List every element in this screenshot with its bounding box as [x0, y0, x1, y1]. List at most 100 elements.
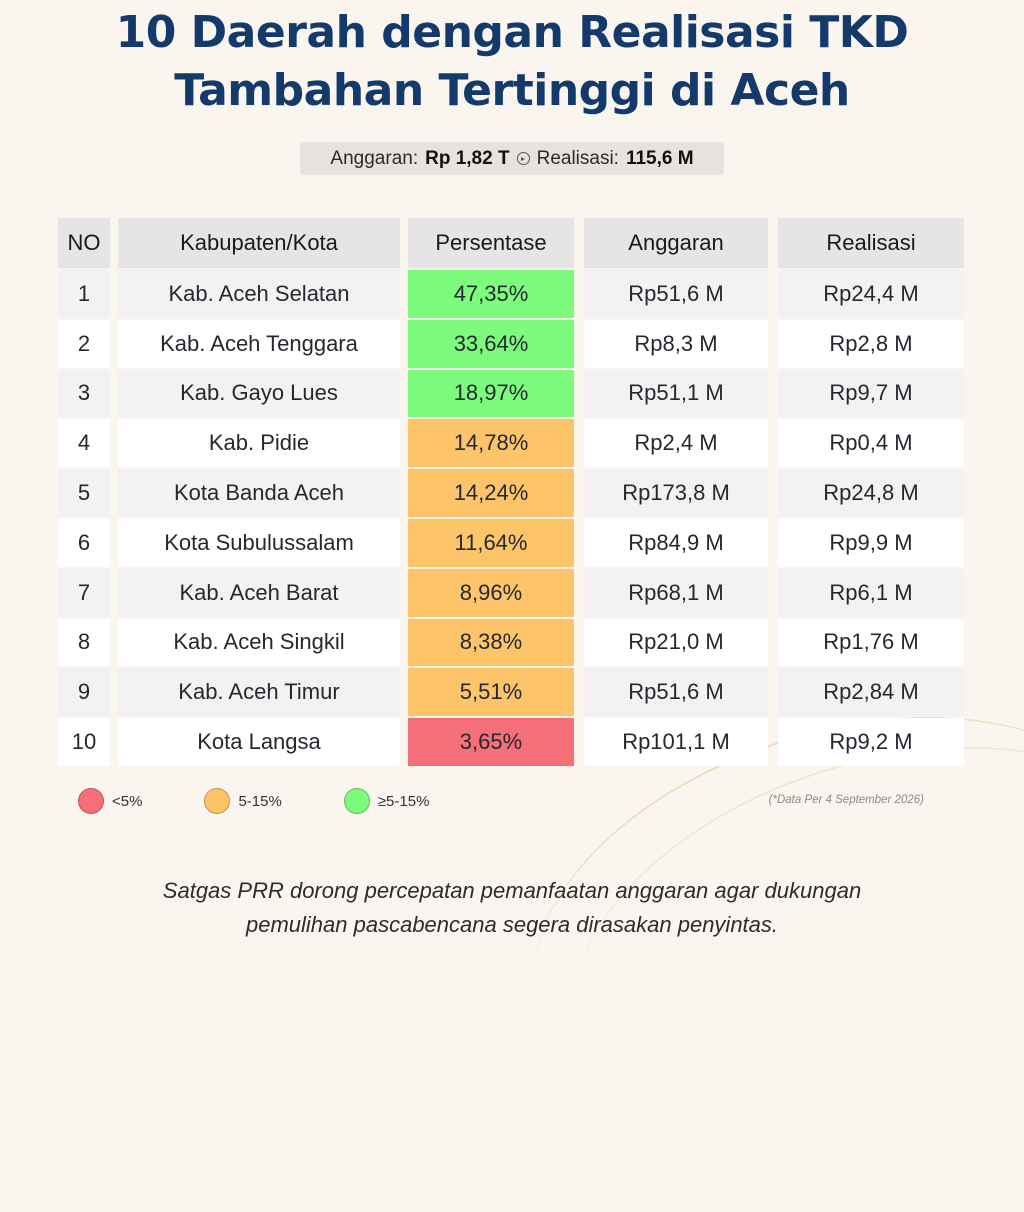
- cell-region: Kab. Gayo Lues: [118, 369, 400, 418]
- cell-percentage: 14,24%: [408, 469, 574, 517]
- cell-region: Kota Banda Aceh: [118, 469, 400, 517]
- column-gap: [400, 519, 408, 567]
- column-gap: [768, 320, 778, 368]
- header-budget: Anggaran: [584, 218, 768, 268]
- column-gap: [110, 668, 118, 716]
- page-title-line-1: 10 Daerah dengan Realisasi TKD: [115, 7, 909, 58]
- cell-no: 6: [58, 518, 110, 567]
- cell-budget: Rp84,9 M: [584, 518, 768, 567]
- cell-no: 2: [58, 319, 110, 368]
- column-gap: [400, 718, 408, 766]
- region-realization-table: NO Kabupaten/Kota Persentase Anggaran Re…: [58, 216, 964, 768]
- cell-no: 7: [58, 568, 110, 617]
- cell-percentage: 3,65%: [408, 718, 574, 766]
- cell-percentage: 47,35%: [408, 270, 574, 318]
- legend-label: <5%: [112, 792, 143, 810]
- cell-budget: Rp8,3 M: [584, 319, 768, 368]
- header-percentage: Persentase: [408, 218, 574, 268]
- table-row: 1 Kab. Aceh Selatan 47,35% Rp51,6 M Rp24,4 M: [58, 270, 964, 318]
- cell-region: Kab. Aceh Selatan: [118, 270, 400, 318]
- budget-label: Anggaran:: [330, 147, 419, 169]
- column-gap: [768, 619, 778, 667]
- footer-caption: Satgas PRR dorong percepatan pemanfaatan…: [0, 874, 1024, 942]
- column-gap: [400, 619, 408, 667]
- cell-realization: Rp1,76 M: [778, 618, 964, 667]
- column-gap: [574, 370, 584, 418]
- cell-realization: Rp9,7 M: [778, 369, 964, 418]
- column-gap: [110, 718, 118, 766]
- cell-budget: Rp51,6 M: [584, 668, 768, 717]
- legend-item: ≥5-15%: [343, 788, 429, 814]
- column-gap: [574, 668, 584, 716]
- column-gap: [768, 718, 778, 766]
- cell-percentage: 33,64%: [408, 319, 574, 368]
- cell-realization: Rp24,4 M: [778, 270, 964, 318]
- table-row: 8 Kab. Aceh Singkil 8,38% Rp21,0 M Rp1,76 M: [58, 618, 964, 667]
- column-gap: [110, 419, 118, 467]
- page-title: 10 Daerah dengan Realisasi TKD Tambahan …: [0, 4, 1024, 120]
- cell-percentage: 8,38%: [408, 618, 574, 667]
- budget-value: Rp 1,82 T: [425, 147, 510, 169]
- column-gap: [110, 519, 118, 567]
- cell-percentage: 18,97%: [408, 369, 574, 418]
- column-gap: [574, 218, 584, 268]
- column-gap: [574, 419, 584, 467]
- table-row: 6 Kota Subulussalam 11,64% Rp84,9 M Rp9,9 M: [58, 518, 964, 567]
- cell-budget: Rp101,1 M: [584, 718, 768, 766]
- page-title-line-2: Tambahan Tertinggi di Aceh: [174, 65, 850, 116]
- table-row: 9 Kab. Aceh Timur 5,51% Rp51,6 M Rp2,84 M: [58, 668, 964, 717]
- footer-line-1: Satgas PRR dorong percepatan pemanfaatan…: [162, 878, 862, 903]
- circle-arrow-right-icon: [516, 152, 530, 165]
- cell-no: 3: [58, 369, 110, 418]
- column-gap: [768, 270, 778, 318]
- realization-value: 115,6 M: [625, 147, 694, 169]
- column-gap: [574, 469, 584, 517]
- table-row: 4 Kab. Pidie 14,78% Rp2,4 M Rp0,4 M: [58, 419, 964, 468]
- legend-swatch-red: [78, 788, 104, 814]
- legend-swatch-orange: [204, 788, 231, 814]
- cell-budget: Rp51,1 M: [584, 369, 768, 418]
- column-gap: [574, 569, 584, 617]
- cell-realization: Rp9,9 M: [778, 518, 964, 567]
- column-gap: [400, 270, 408, 318]
- column-gap: [400, 320, 408, 368]
- column-gap: [110, 320, 118, 368]
- cell-region: Kab. Pidie: [118, 419, 400, 468]
- column-gap: [768, 668, 778, 716]
- cell-no: 1: [58, 270, 110, 318]
- cell-realization: Rp2,84 M: [778, 668, 964, 717]
- column-gap: [768, 218, 778, 268]
- cell-budget: Rp51,6 M: [584, 270, 768, 318]
- column-gap: [110, 569, 118, 617]
- column-gap: [400, 218, 408, 268]
- data-date-note: (*Data Per 4 September 2026): [768, 794, 924, 806]
- cell-realization: Rp24,8 M: [778, 469, 964, 517]
- table-body: 1 Kab. Aceh Selatan 47,35% Rp51,6 M Rp24,4 M…: [58, 270, 964, 766]
- legend-swatch-green: [343, 788, 370, 814]
- column-gap: [110, 619, 118, 667]
- cell-no: 4: [58, 419, 110, 468]
- header-region: Kabupaten/Kota: [118, 218, 400, 268]
- column-gap: [768, 469, 778, 517]
- footer-line-2: pemulihan pascabencana segera dirasakan …: [245, 912, 779, 937]
- cell-no: 10: [58, 718, 110, 766]
- cell-realization: Rp9,2 M: [778, 718, 964, 766]
- column-gap: [400, 668, 408, 716]
- column-gap: [768, 569, 778, 617]
- column-gap: [768, 419, 778, 467]
- legend-item: 5-15%: [204, 788, 282, 814]
- cell-region: Kab. Aceh Timur: [118, 668, 400, 717]
- table-row: 10 Kota Langsa 3,65% Rp101,1 M Rp9,2 M: [58, 718, 964, 766]
- column-gap: [400, 469, 408, 517]
- table-row: 2 Kab. Aceh Tenggara 33,64% Rp8,3 M Rp2,8 M: [58, 319, 964, 368]
- cell-realization: Rp2,8 M: [778, 319, 964, 368]
- cell-realization: Rp6,1 M: [778, 568, 964, 617]
- column-gap: [768, 370, 778, 418]
- column-gap: [574, 718, 584, 766]
- cell-no: 5: [58, 469, 110, 517]
- column-gap: [400, 569, 408, 617]
- cell-budget: Rp2,4 M: [584, 419, 768, 468]
- column-gap: [110, 270, 118, 318]
- realization-label: Realisasi:: [536, 147, 619, 169]
- column-gap: [110, 218, 118, 268]
